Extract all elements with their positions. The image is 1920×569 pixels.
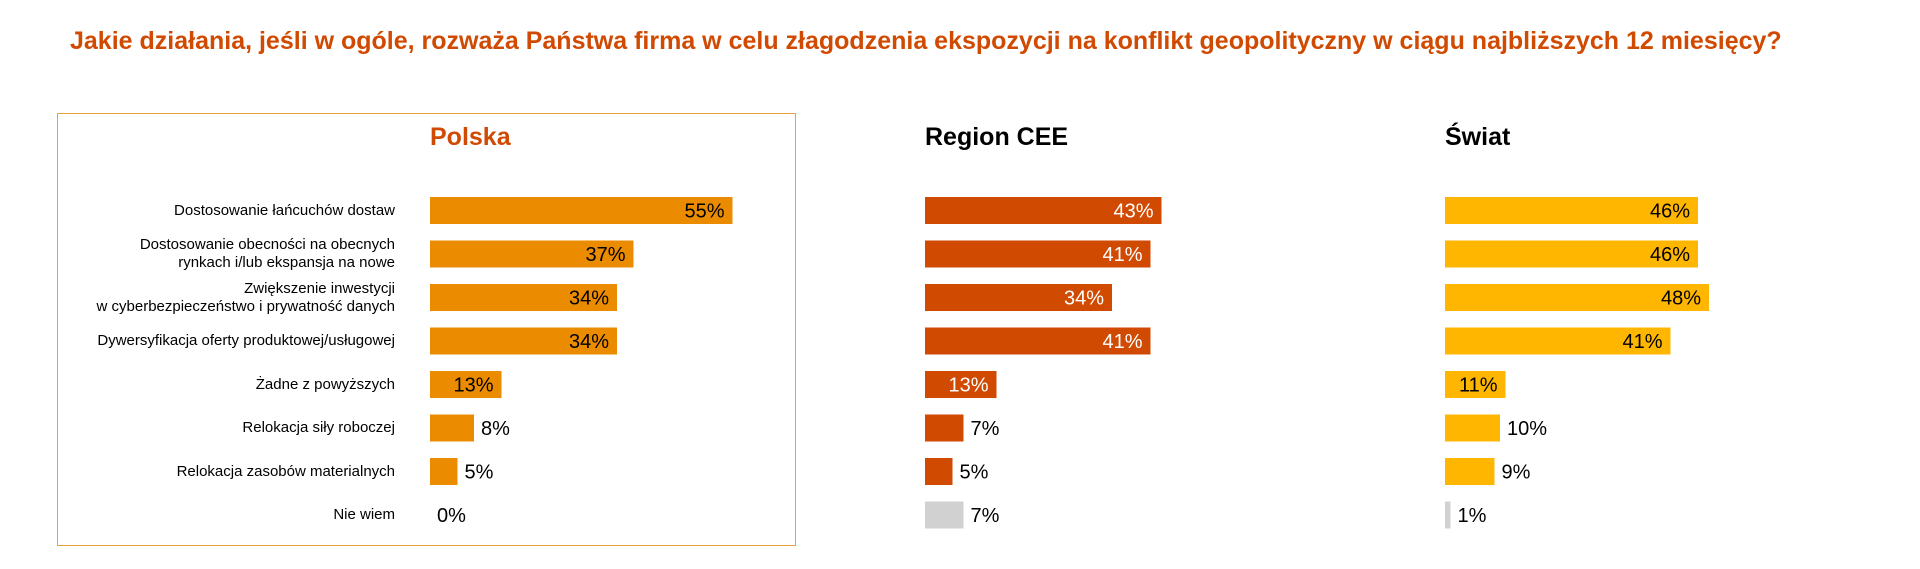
- data-label: 41%: [1622, 331, 1662, 353]
- bar: [430, 197, 733, 224]
- category-label: Nie wiem: [333, 506, 395, 523]
- bar: [1445, 327, 1671, 355]
- bar: [430, 240, 634, 268]
- bar: [925, 458, 953, 485]
- bar: [925, 327, 1151, 355]
- data-label: 55%: [684, 201, 724, 223]
- data-label: 13%: [948, 375, 988, 397]
- data-label: 0%: [437, 505, 466, 527]
- data-label: 5%: [465, 462, 494, 484]
- bar: [430, 284, 617, 311]
- data-label: 7%: [971, 505, 1000, 527]
- category-label: Relokacja siły roboczej: [242, 419, 395, 436]
- bar: [925, 501, 964, 529]
- panel-title: Region CEE: [925, 123, 1069, 151]
- category-label: Zwiększenie inwestycji w cyberbezpieczeńs…: [96, 279, 395, 315]
- data-label: 41%: [1102, 331, 1142, 353]
- category-label: Dostosowanie łańcuchów dostaw: [174, 201, 395, 219]
- bar: [925, 240, 1151, 268]
- data-label: 41%: [1102, 244, 1142, 266]
- data-label: 10%: [1507, 418, 1547, 440]
- bar: [1445, 284, 1709, 311]
- data-label: 11%: [1459, 375, 1498, 397]
- data-label: 13%: [453, 375, 493, 397]
- panel-title: Polska: [430, 123, 511, 151]
- category-label: Relokacja zasobów materialnych: [176, 462, 395, 480]
- data-label: 34%: [569, 331, 609, 353]
- polska-panel-frame: [57, 113, 796, 546]
- bar: [925, 371, 997, 398]
- bar: [1445, 371, 1506, 398]
- data-label: 1%: [1458, 505, 1487, 527]
- bar: [1445, 197, 1698, 224]
- data-label: 43%: [1113, 201, 1153, 223]
- bar: [1445, 501, 1451, 529]
- bar: [925, 284, 1112, 311]
- data-label: 34%: [1064, 288, 1104, 310]
- bar: [925, 414, 964, 442]
- bar: [1445, 414, 1500, 442]
- data-label: 5%: [960, 462, 989, 484]
- bar: [430, 458, 458, 485]
- bar: [430, 327, 617, 355]
- data-label: 7%: [971, 418, 1000, 440]
- bar: [430, 414, 474, 442]
- data-label: 34%: [569, 288, 609, 310]
- panel-title: Świat: [1445, 123, 1511, 151]
- data-label: 8%: [481, 418, 510, 440]
- data-label: 46%: [1650, 244, 1690, 266]
- category-label: Żadne z powyższych: [255, 375, 395, 393]
- category-label: Dostosowanie obecności na obecnych rynkac…: [139, 236, 395, 271]
- data-label: 37%: [585, 244, 625, 266]
- bar: [925, 197, 1162, 224]
- chart-title: Jakie działania, jeśli w ogóle, rozważa …: [70, 27, 1782, 55]
- category-label: Dywersyfikacja oferty produktowej/usługo…: [97, 332, 395, 349]
- bar: [1445, 458, 1495, 485]
- bar: [1445, 240, 1698, 268]
- data-label: 9%: [1502, 462, 1531, 484]
- bar: [430, 371, 502, 398]
- data-label: 46%: [1650, 201, 1690, 223]
- data-label: 48%: [1661, 288, 1701, 310]
